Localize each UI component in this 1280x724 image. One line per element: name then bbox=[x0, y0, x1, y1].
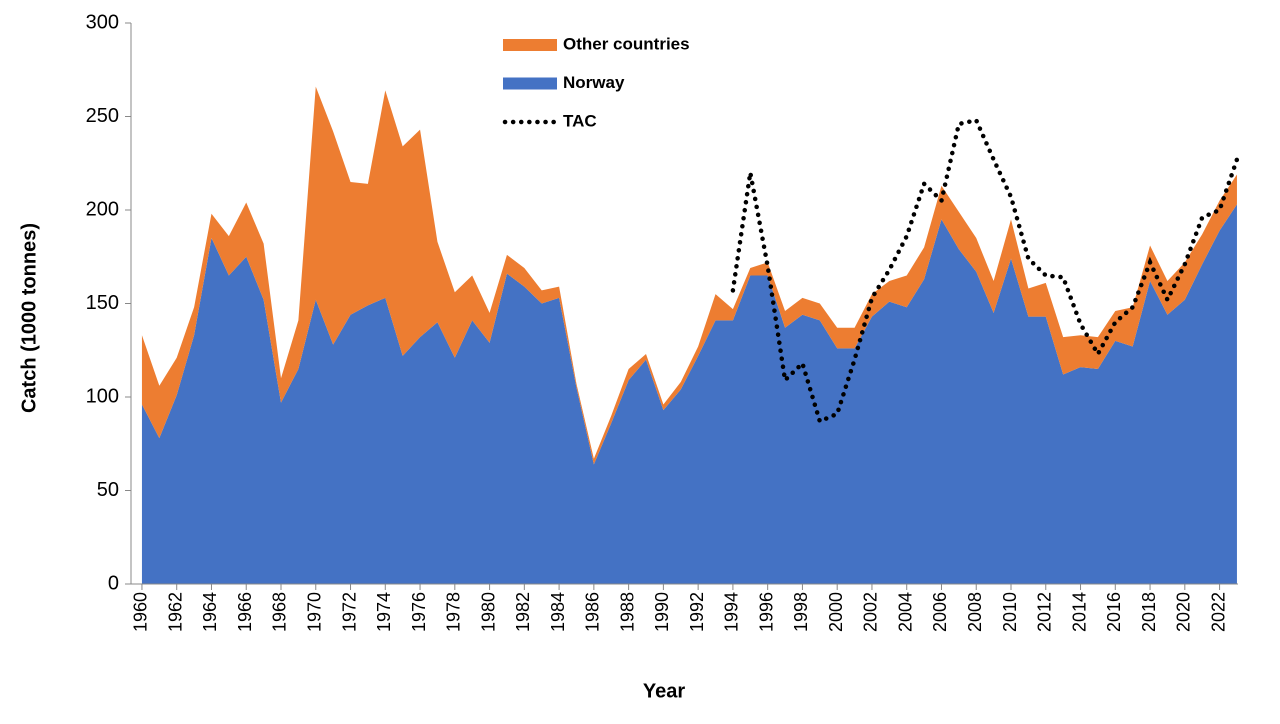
legend-label: Other countries bbox=[563, 34, 690, 53]
y-tick-label: 100 bbox=[86, 385, 119, 407]
x-tick-label: 1996 bbox=[756, 592, 776, 632]
legend-label: TAC bbox=[563, 111, 597, 130]
tac-line bbox=[730, 117, 1240, 425]
x-tick-label: 1980 bbox=[478, 592, 498, 632]
x-tick-label: 1968 bbox=[270, 592, 290, 632]
y-tick-label: 250 bbox=[86, 105, 119, 127]
y-axis-title: Catch (1000 tonnes) bbox=[18, 223, 40, 413]
x-tick-label: 1966 bbox=[235, 592, 255, 632]
x-tick-label: 1984 bbox=[548, 592, 568, 632]
x-tick-label: 2004 bbox=[895, 592, 915, 632]
x-tick-label: 1974 bbox=[374, 592, 394, 632]
x-tick-label: 1972 bbox=[339, 592, 359, 632]
x-tick-label: 2008 bbox=[965, 592, 985, 632]
legend-swatch bbox=[503, 39, 557, 51]
y-tick-label: 0 bbox=[108, 572, 119, 594]
y-tick-label: 200 bbox=[86, 198, 119, 220]
x-tick-label: 1986 bbox=[583, 592, 603, 632]
x-tick-label: 1998 bbox=[791, 592, 811, 632]
x-tick-label: 1978 bbox=[444, 592, 464, 632]
x-tick-label: 1970 bbox=[305, 592, 325, 632]
x-tick-label: 1992 bbox=[687, 592, 707, 632]
x-tick-label: 2014 bbox=[1069, 592, 1089, 632]
x-tick-label: 2020 bbox=[1174, 592, 1194, 632]
x-tick-label: 1964 bbox=[200, 592, 220, 632]
x-tick-label: 2012 bbox=[1035, 592, 1055, 632]
y-tick-label: 150 bbox=[86, 292, 119, 314]
x-tick-label: 1962 bbox=[165, 592, 185, 632]
y-tick-label: 50 bbox=[97, 479, 119, 501]
x-tick-label: 1976 bbox=[409, 592, 429, 632]
legend-label: Norway bbox=[563, 73, 625, 92]
legend-swatch bbox=[503, 77, 557, 90]
x-tick-label: 1994 bbox=[722, 592, 742, 632]
x-tick-label: 1982 bbox=[513, 592, 533, 632]
x-tick-label: 2010 bbox=[1000, 592, 1020, 632]
y-tick-label: 300 bbox=[86, 11, 119, 33]
x-tick-label: 1960 bbox=[131, 592, 151, 632]
x-tick-label: 1990 bbox=[652, 592, 672, 632]
x-tick-label: 2016 bbox=[1104, 592, 1124, 632]
area bbox=[141, 86, 1237, 465]
area bbox=[141, 204, 1237, 584]
x-tick-label: 1988 bbox=[617, 592, 637, 632]
x-tick-label: 2022 bbox=[1208, 592, 1228, 632]
x-tick-label: 2018 bbox=[1139, 592, 1159, 632]
x-tick-label: 2002 bbox=[861, 592, 881, 632]
x-tick-label: 2000 bbox=[826, 592, 846, 632]
x-tick-label: 2006 bbox=[930, 592, 950, 632]
x-axis-title: Year bbox=[643, 680, 685, 702]
